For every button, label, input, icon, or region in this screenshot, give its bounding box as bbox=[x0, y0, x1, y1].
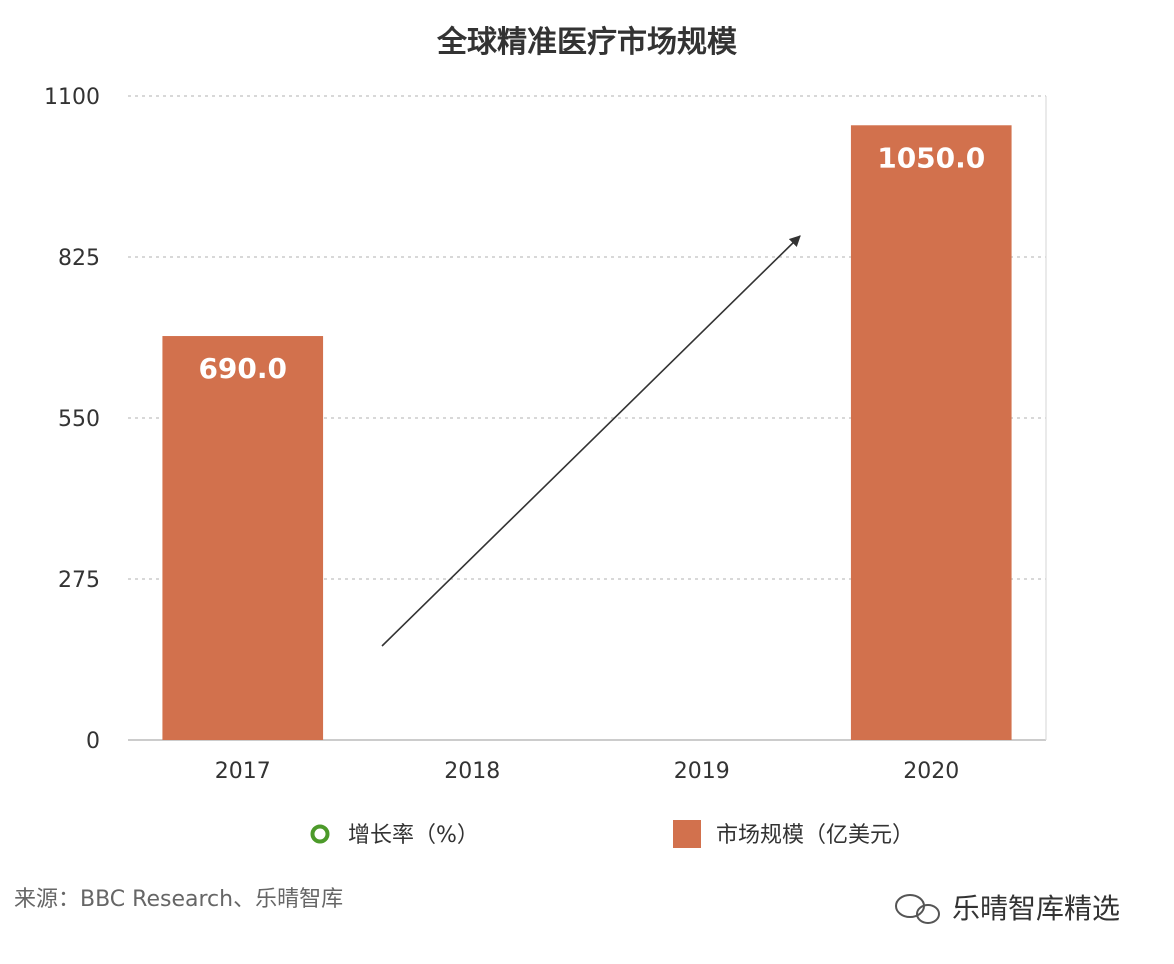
bar-2020 bbox=[850, 125, 1012, 741]
x-axis: 2017 2018 2019 2020 bbox=[215, 759, 960, 784]
x-tick-label: 2019 bbox=[674, 759, 730, 784]
x-tick-label: 2020 bbox=[903, 759, 959, 784]
y-tick-label: 550 bbox=[58, 407, 100, 432]
legend-label-market-size: 市场规模（亿美元） bbox=[716, 823, 914, 848]
x-tick-label: 2018 bbox=[444, 759, 500, 784]
data-labels: 690.0 1050.0 bbox=[198, 141, 985, 385]
x-tick-label: 2017 bbox=[215, 759, 271, 784]
y-tick-label: 0 bbox=[86, 729, 100, 754]
growth-rate-marker bbox=[310, 824, 330, 844]
data-label-2020: 1050.0 bbox=[877, 141, 985, 174]
watermark: 乐晴智库精选 bbox=[895, 892, 1120, 925]
y-tick-label: 1100 bbox=[44, 85, 100, 110]
bar-2017 bbox=[162, 336, 324, 740]
data-label-2017: 690.0 bbox=[198, 352, 287, 385]
bars bbox=[162, 125, 1012, 741]
legend-item-growth-rate: 增长率（%） bbox=[310, 823, 479, 848]
y-tick-label: 275 bbox=[58, 568, 100, 593]
legend: 增长率（%） 市场规模（亿美元） bbox=[310, 820, 914, 848]
trend-arrow bbox=[381, 235, 801, 647]
wechat-icon bbox=[895, 894, 940, 924]
chart-title: 全球精准医疗市场规模 bbox=[436, 25, 737, 60]
market-size-swatch bbox=[673, 820, 701, 848]
y-axis: 0 275 550 825 1100 bbox=[44, 85, 100, 754]
source-note: 来源：BBC Research、乐晴智库 bbox=[14, 887, 343, 912]
y-tick-label: 825 bbox=[58, 246, 100, 271]
legend-label-growth-rate: 增长率（%） bbox=[348, 823, 479, 848]
legend-item-market-size: 市场规模（亿美元） bbox=[673, 820, 914, 848]
watermark-text: 乐晴智库精选 bbox=[952, 892, 1120, 925]
